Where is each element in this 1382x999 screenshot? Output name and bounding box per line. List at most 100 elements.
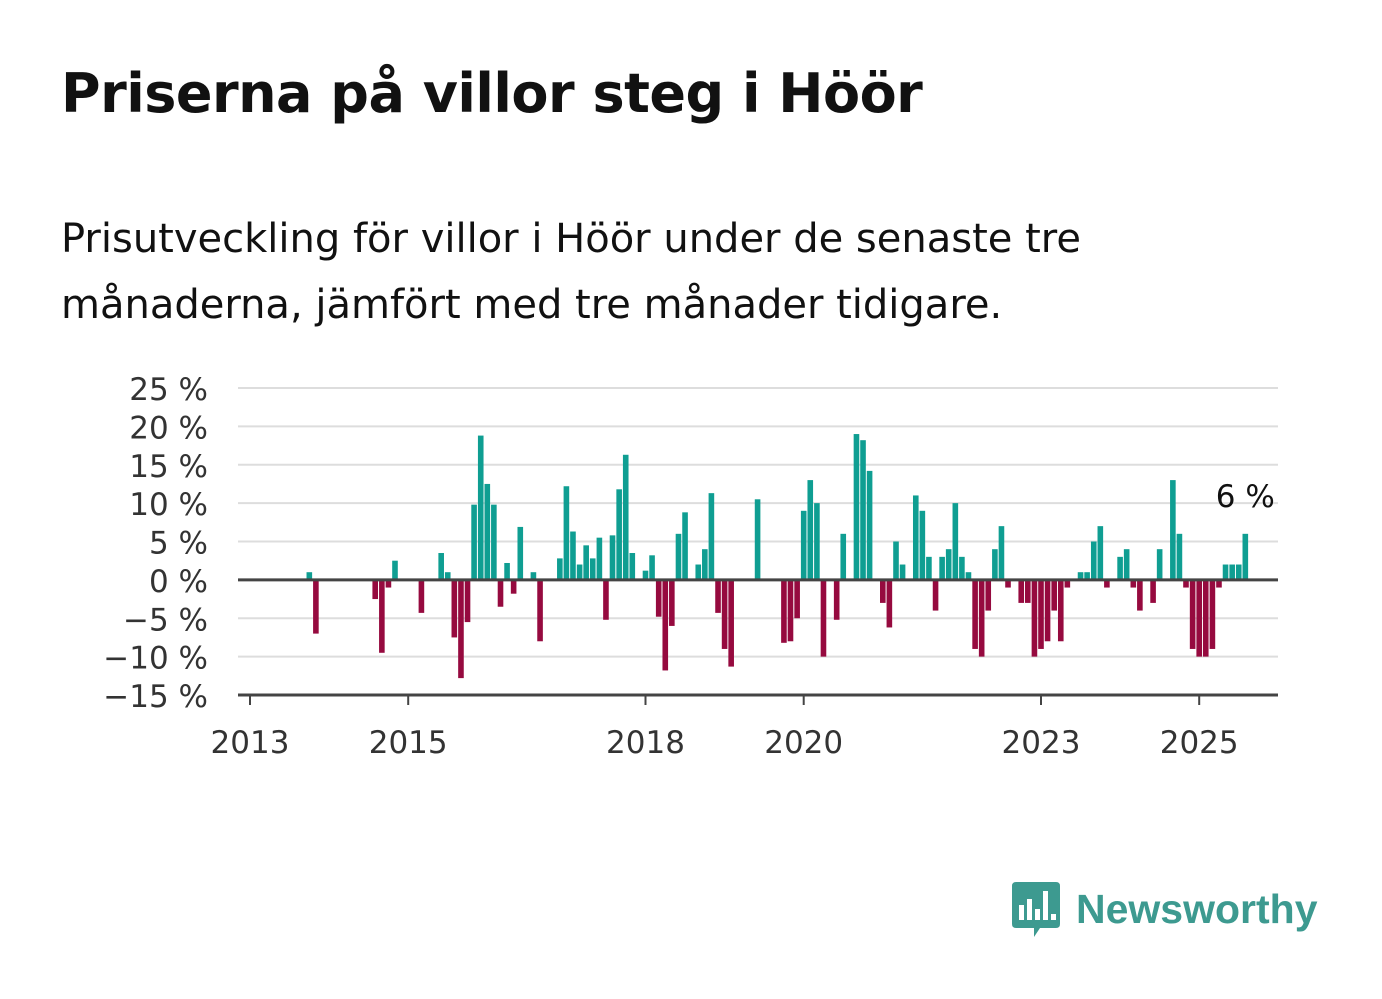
- bar: [491, 504, 497, 580]
- bar: [1090, 541, 1097, 580]
- bar: [510, 579, 517, 594]
- bar: [1216, 579, 1222, 588]
- bar: [952, 503, 959, 580]
- bar: [886, 579, 893, 628]
- bar: [853, 434, 860, 580]
- bar: [609, 535, 616, 580]
- bar: [557, 558, 563, 580]
- bar: [754, 499, 761, 580]
- bar: [919, 510, 926, 580]
- y-tick-label: 5 %: [149, 526, 208, 562]
- bar: [1189, 579, 1196, 649]
- bar: [1176, 533, 1183, 580]
- bar: [669, 579, 675, 626]
- bar: [1242, 533, 1249, 580]
- bar: [926, 556, 932, 580]
- bar: [1038, 579, 1044, 649]
- bar: [596, 537, 603, 580]
- y-tick-label: 15 %: [129, 449, 208, 485]
- bar: [471, 504, 477, 580]
- bars: [306, 434, 1249, 679]
- newsworthy-logo-icon: [1012, 882, 1060, 937]
- bar: [313, 579, 319, 634]
- x-tick-label: 2025: [1160, 725, 1239, 761]
- bar: [965, 572, 972, 580]
- bar: [978, 579, 985, 657]
- chart-subtitle: Prisutveckling för villor i Höör under d…: [61, 216, 1081, 328]
- bar: [306, 572, 313, 580]
- bar: [649, 555, 655, 580]
- x-tick-label: 2013: [211, 725, 290, 761]
- bar: [959, 556, 965, 580]
- bar: [781, 579, 787, 643]
- x-tick-label: 2015: [369, 725, 448, 761]
- y-tick-label: 0 %: [149, 564, 208, 600]
- bar: [945, 549, 952, 580]
- bar: [1024, 579, 1031, 603]
- y-tick-label: 20 %: [129, 410, 208, 446]
- bar: [820, 579, 827, 657]
- bar: [629, 553, 636, 580]
- bar: [939, 556, 945, 580]
- bar: [530, 572, 537, 580]
- bar: [702, 549, 708, 580]
- bar: [1209, 579, 1216, 649]
- bar: [985, 579, 992, 611]
- y-tick-label: 25 %: [129, 372, 208, 408]
- bar: [1156, 549, 1163, 580]
- bar: [912, 495, 919, 580]
- bar: [1084, 572, 1090, 580]
- bar: [800, 510, 807, 580]
- x-tick-label: 2023: [1002, 725, 1081, 761]
- bar: [1222, 564, 1229, 580]
- bar: [1117, 556, 1123, 580]
- bar: [1137, 579, 1143, 611]
- bar: [728, 579, 734, 667]
- bar: [695, 564, 702, 580]
- bar: [708, 493, 715, 580]
- bar: [464, 579, 471, 623]
- bar: [1130, 579, 1137, 588]
- bar: [992, 549, 998, 580]
- bar: [1097, 526, 1104, 580]
- bar: [517, 526, 524, 580]
- bar: [1150, 579, 1156, 603]
- bar: [1170, 480, 1176, 580]
- y-tick-label: −15 %: [103, 679, 208, 715]
- bar: [1104, 579, 1110, 588]
- bar: [504, 562, 510, 580]
- bar: [583, 545, 589, 580]
- bar: [372, 579, 379, 600]
- bar: [385, 579, 392, 588]
- bar: [1031, 579, 1038, 657]
- bar: [1183, 579, 1189, 588]
- bar: [814, 503, 820, 580]
- bar: [589, 558, 596, 580]
- bar: [675, 533, 682, 580]
- bar: [655, 579, 662, 617]
- bar: [998, 526, 1005, 580]
- bar: [458, 579, 464, 679]
- bar: [451, 579, 458, 638]
- bar: [682, 512, 688, 580]
- bar: [972, 579, 978, 649]
- bar: [662, 579, 669, 671]
- page-title: Priserna på villor steg i Höör: [61, 62, 923, 125]
- bar: [622, 454, 629, 580]
- bar: [642, 570, 649, 580]
- bar: [537, 579, 543, 642]
- bar: [721, 579, 728, 649]
- x-tick-label: 2020: [764, 725, 843, 761]
- y-tick-label: −5 %: [123, 602, 208, 638]
- bar: [1235, 564, 1242, 580]
- bar: [444, 572, 451, 580]
- x-axis: 2013 2015 2018 2020 2023 2025: [211, 693, 1278, 761]
- bar: [1196, 579, 1202, 657]
- x-tick-label: 2018: [606, 725, 685, 761]
- bar: [932, 579, 939, 611]
- last-value-label: 6 %: [1216, 479, 1275, 515]
- bar: [1057, 579, 1064, 642]
- bar: [438, 553, 444, 580]
- bar: [418, 579, 425, 613]
